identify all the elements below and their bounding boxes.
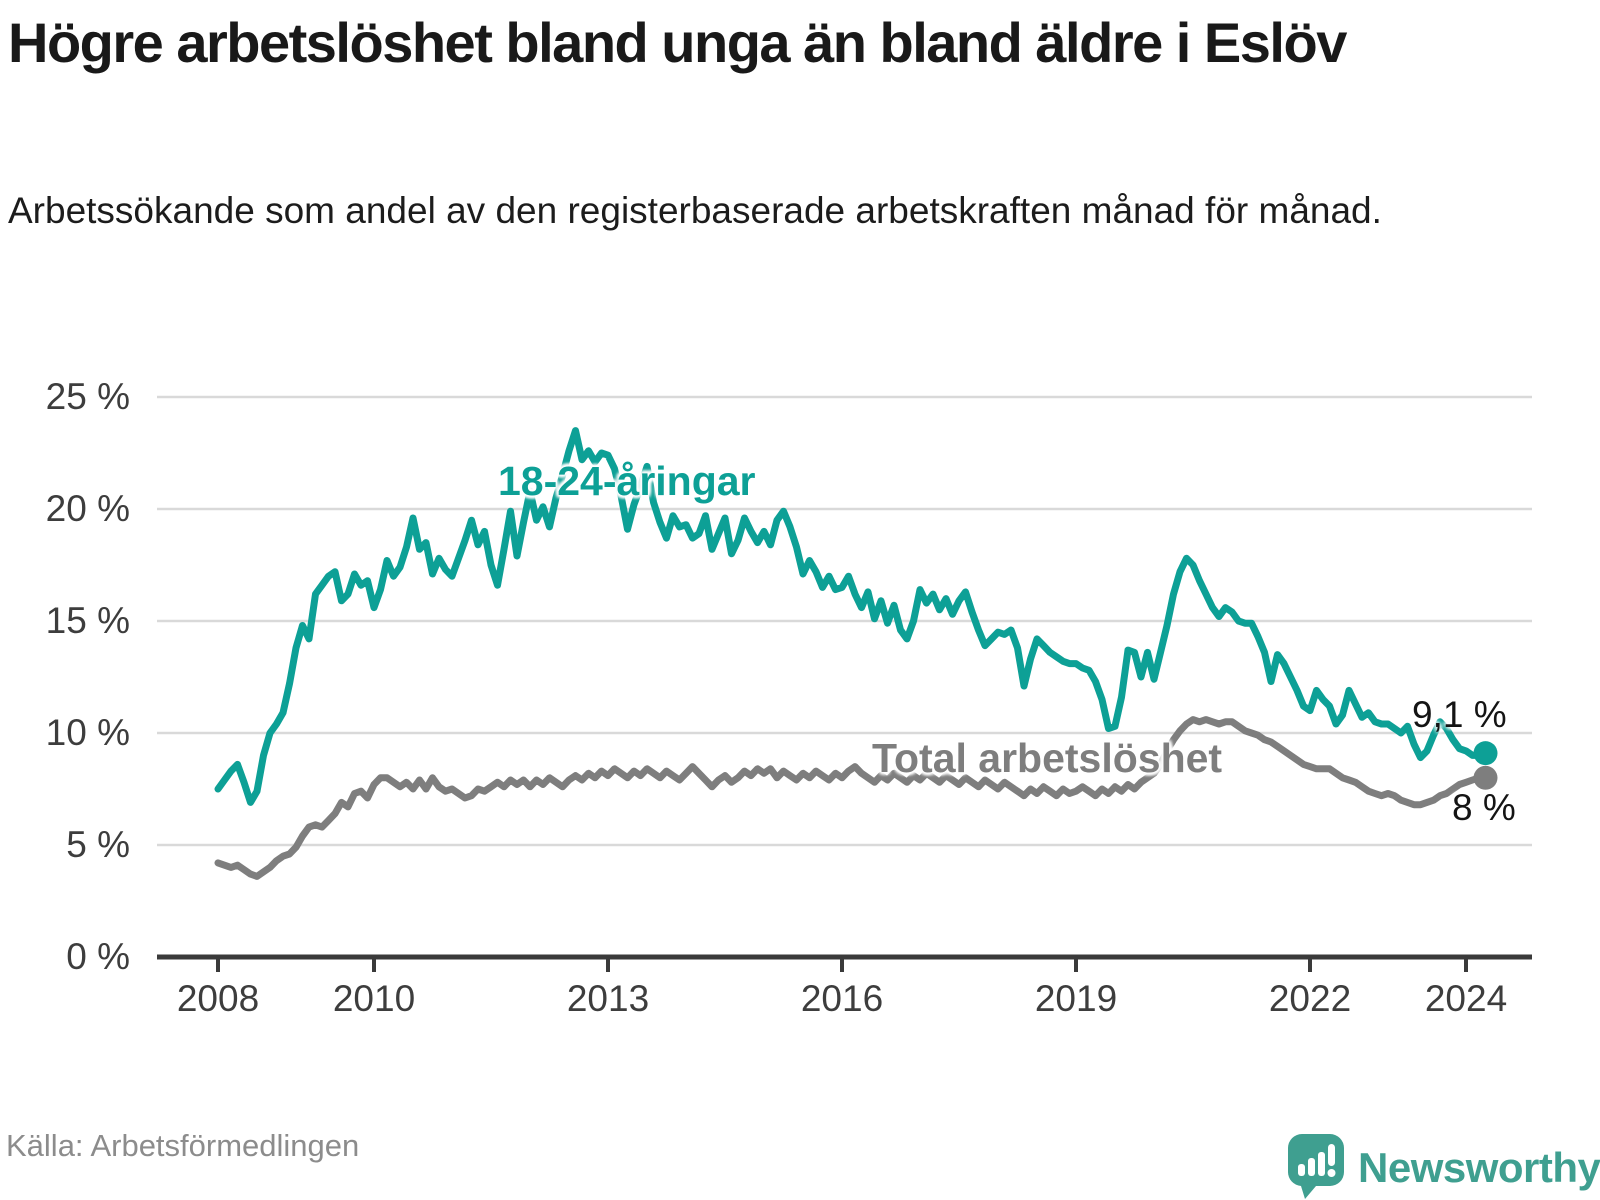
series-label-youth: 18-24-åringar [498,458,756,504]
y-axis-label: 25 % [45,376,130,417]
y-axis-label: 15 % [45,600,130,641]
x-axis-label: 2019 [1034,978,1118,1019]
x-axis-label: 2010 [332,978,416,1019]
page-subtitle: Arbetssökande som andel av den registerb… [8,190,1382,231]
brand-logo: Newsworthy [1288,1134,1600,1200]
x-axis-label: 2024 [1424,978,1508,1019]
newsworthy-wordmark: Newsworthy [1358,1144,1600,1191]
y-axis-label: 10 % [45,712,130,753]
end-value-label-youth: 9,1 % [1412,694,1507,735]
newsworthy-logo-icon [1288,1134,1344,1199]
end-value-label-total: 8 % [1452,787,1516,828]
y-axis-label: 5 % [66,824,130,865]
y-axis-label: 20 % [45,488,130,529]
x-axis-label: 2016 [800,978,884,1019]
page-title: Högre arbetslöshet bland unga än bland ä… [8,11,1347,74]
x-axis-label: 2008 [176,978,260,1019]
x-axis-label: 2013 [566,978,650,1019]
y-axis-label: 0 % [66,936,130,977]
source-note: Källa: Arbetsförmedlingen [6,1128,360,1163]
x-axis-label: 2022 [1268,978,1352,1019]
series-label-total: Total arbetslöshet [872,735,1223,781]
